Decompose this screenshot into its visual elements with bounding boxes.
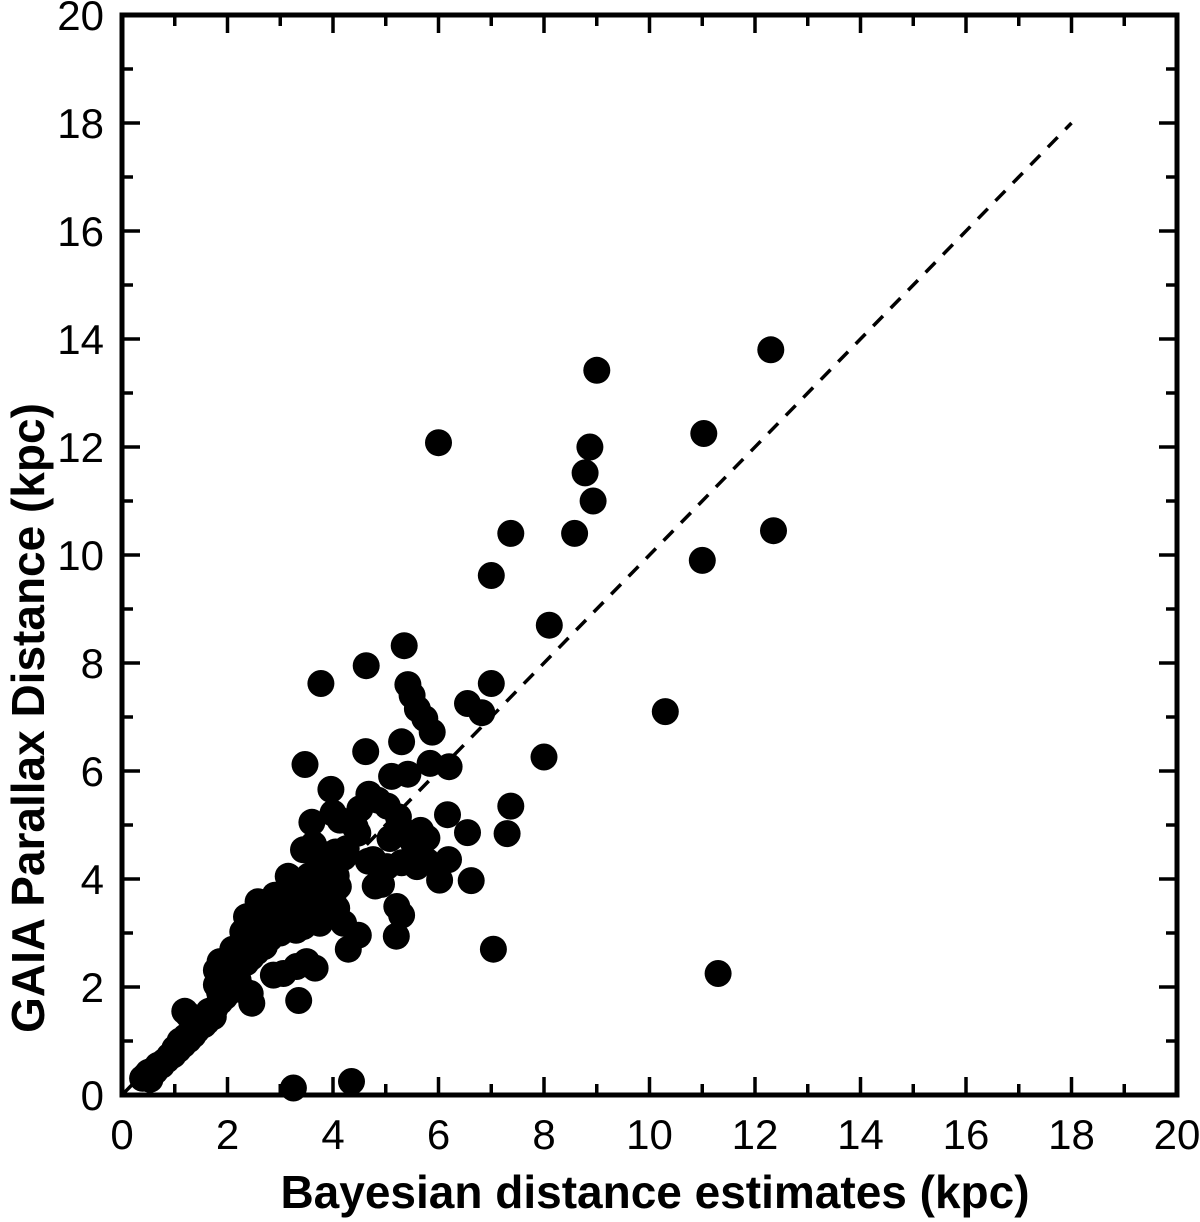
data-point <box>298 808 326 836</box>
y-tick-label: 6 <box>81 748 104 795</box>
y-tick-label: 8 <box>81 640 104 687</box>
data-point <box>690 420 718 447</box>
x-tick-label: 8 <box>532 1111 555 1158</box>
data-point <box>468 699 496 727</box>
data-point <box>530 743 558 771</box>
data-point <box>388 728 416 756</box>
data-point <box>161 1035 189 1063</box>
y-tick-label: 2 <box>81 964 104 1011</box>
data-point <box>571 459 599 487</box>
x-tick-label: 4 <box>321 1111 344 1158</box>
data-points-layer <box>129 336 787 1102</box>
data-point <box>390 632 418 660</box>
x-tick-label: 0 <box>110 1111 133 1158</box>
y-tick-label: 14 <box>57 316 104 363</box>
data-point <box>418 718 446 746</box>
x-tick-label: 2 <box>216 1111 239 1158</box>
data-point <box>352 738 380 766</box>
y-axis-title: GAIA Parallax Distance (kpc) <box>2 403 54 1033</box>
x-tick-labels: 0 2 4 6 8 10 12 14 16 18 20 <box>110 1111 1200 1158</box>
x-axis-title: Bayesian distance estimates (kpc) <box>280 1166 1029 1218</box>
data-point <box>334 935 362 963</box>
data-point <box>497 519 525 547</box>
data-point <box>651 698 679 726</box>
data-point <box>368 870 395 898</box>
y-tick-label: 16 <box>57 208 104 255</box>
data-point <box>479 935 507 963</box>
data-point <box>238 989 266 1017</box>
x-tick-label: 20 <box>1154 1111 1200 1158</box>
data-point <box>307 670 335 697</box>
data-point <box>382 922 410 950</box>
data-point <box>277 908 305 936</box>
x-tick-label: 10 <box>626 1111 673 1158</box>
x-tick-label: 14 <box>837 1111 884 1158</box>
data-point <box>256 924 284 952</box>
x-tick-label: 6 <box>427 1111 450 1158</box>
data-point <box>285 987 313 1014</box>
data-point <box>435 846 462 874</box>
data-point <box>561 519 589 547</box>
y-tick-labels: 0 2 4 6 8 10 12 14 16 18 20 <box>57 0 104 1119</box>
data-point <box>704 960 732 987</box>
data-point <box>317 775 345 803</box>
axis-ticks-layer <box>120 13 1179 1097</box>
data-point <box>388 901 416 929</box>
data-point <box>426 866 454 894</box>
y-tick-label: 18 <box>57 100 104 147</box>
y-tick-label: 12 <box>57 424 104 471</box>
data-point <box>583 356 611 384</box>
data-point <box>314 841 342 869</box>
x-tick-label: 12 <box>732 1111 779 1158</box>
data-point <box>403 853 431 881</box>
y-tick-label: 20 <box>57 0 104 39</box>
x-tick-label: 16 <box>943 1111 990 1158</box>
data-point <box>416 749 444 777</box>
data-point <box>535 611 563 639</box>
data-point <box>457 867 485 895</box>
y-tick-label: 0 <box>81 1072 104 1119</box>
data-point <box>352 652 380 680</box>
y-tick-label: 10 <box>57 532 104 579</box>
data-point <box>454 819 481 847</box>
data-point <box>576 433 604 461</box>
data-point <box>425 429 452 457</box>
y-tick-label: 4 <box>81 856 104 903</box>
data-point <box>497 792 525 820</box>
data-point <box>291 751 319 778</box>
data-point <box>269 960 297 987</box>
data-point <box>493 820 521 848</box>
data-point <box>376 825 404 852</box>
data-point <box>434 801 461 829</box>
data-point <box>477 670 505 697</box>
data-point <box>688 546 716 574</box>
data-point <box>206 978 234 1006</box>
data-point <box>394 760 422 788</box>
data-point <box>338 1068 365 1095</box>
data-point <box>405 826 432 854</box>
data-point <box>477 562 505 589</box>
data-point <box>579 487 607 515</box>
x-tick-label: 18 <box>1048 1111 1095 1158</box>
data-point <box>757 336 785 364</box>
data-point <box>760 517 787 545</box>
